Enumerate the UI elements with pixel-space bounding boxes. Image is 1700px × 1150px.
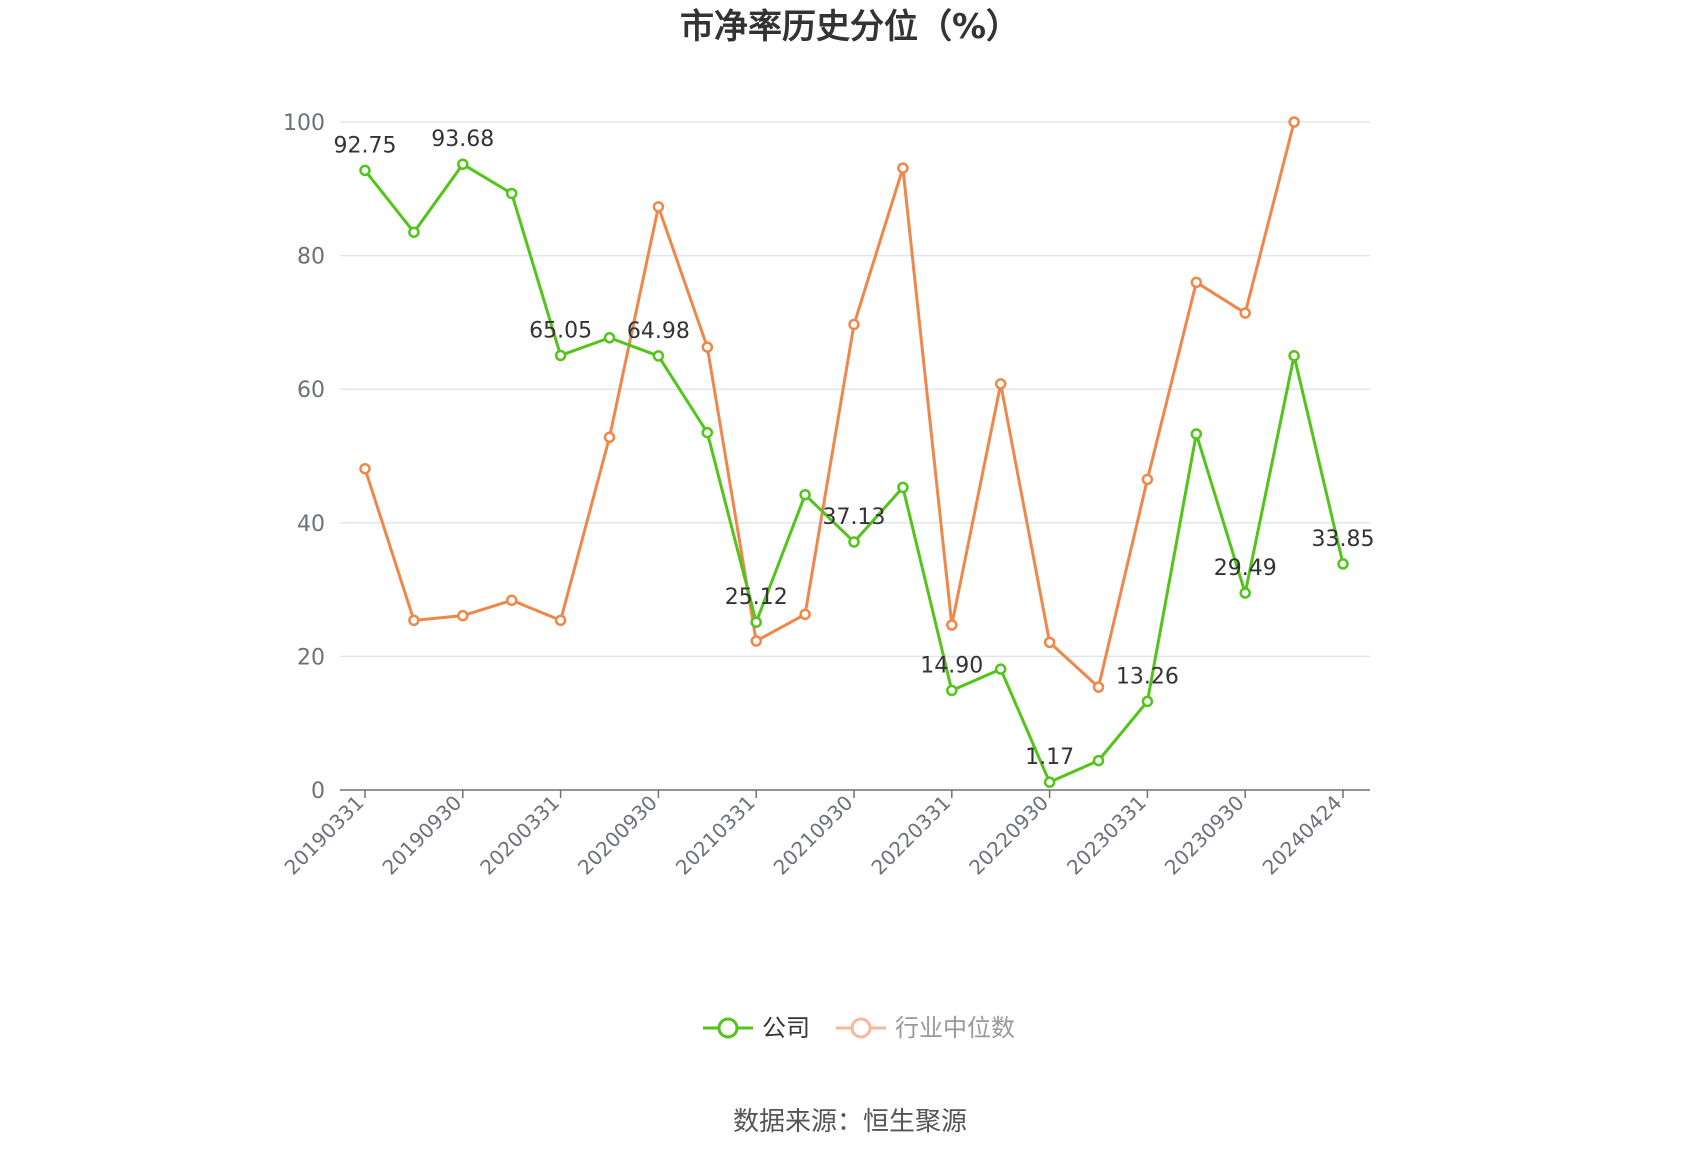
- data-point[interactable]: [1141, 473, 1154, 486]
- data-point[interactable]: [1239, 587, 1251, 599]
- legend[interactable]: 公司 行业中位数: [703, 1014, 1015, 1042]
- data-point[interactable]: [1337, 558, 1349, 570]
- data-point[interactable]: [1043, 636, 1056, 649]
- series-line: [363, 162, 1345, 784]
- data-point[interactable]: [848, 318, 860, 331]
- data-source-note: 数据来源：恒生聚源: [733, 1107, 967, 1137]
- data-point[interactable]: [652, 201, 665, 213]
- data-label: 14.90: [920, 653, 983, 678]
- data-point[interactable]: [603, 431, 616, 444]
- data-point[interactable]: [946, 684, 958, 697]
- data-point[interactable]: [1288, 116, 1300, 128]
- x-tick-label: 20210331: [671, 791, 760, 880]
- data-point[interactable]: [505, 187, 518, 200]
- data-label: 64.98: [627, 319, 690, 344]
- x-tick-label: 20230930: [1160, 791, 1249, 880]
- grid-lines: [340, 121, 1370, 658]
- x-tick-label: 20220331: [866, 791, 955, 880]
- data-label: 93.68: [431, 127, 494, 152]
- y-tick-label: 60: [297, 378, 325, 403]
- legend-item-company[interactable]: 公司: [703, 1014, 810, 1042]
- data-point[interactable]: [1092, 754, 1105, 767]
- data-point[interactable]: [359, 164, 371, 177]
- data-label: 29.49: [1214, 556, 1277, 581]
- data-point[interactable]: [897, 481, 909, 494]
- data-label: 65.05: [529, 318, 592, 343]
- y-tick-label: 20: [297, 645, 325, 670]
- data-point[interactable]: [897, 162, 909, 174]
- data-point[interactable]: [603, 332, 616, 344]
- data-point[interactable]: [652, 350, 665, 362]
- data-point[interactable]: [1239, 307, 1251, 319]
- data-point[interactable]: [750, 635, 762, 647]
- series-line: [363, 121, 1296, 689]
- y-tick-label: 0: [311, 779, 325, 804]
- x-tick-label: 20210930: [769, 791, 858, 880]
- chart-title: 市净率历史分位（%）: [680, 7, 1020, 47]
- data-label: 92.75: [334, 133, 397, 158]
- data-label: 25.12: [725, 585, 788, 610]
- data-label: 33.85: [1312, 527, 1375, 552]
- data-point[interactable]: [799, 608, 811, 621]
- legend-item-industry-median[interactable]: 行业中位数: [836, 1014, 1015, 1042]
- data-point[interactable]: [994, 378, 1007, 390]
- x-tick-label: 20230331: [1062, 791, 1151, 880]
- data-point[interactable]: [1141, 695, 1154, 708]
- data-label: 1.17: [1025, 745, 1074, 770]
- y-tick-label: 40: [297, 512, 325, 537]
- data-point[interactable]: [408, 614, 420, 627]
- data-point[interactable]: [701, 426, 714, 439]
- data-point[interactable]: [799, 488, 811, 501]
- series-company: 92.75 93.68 65.05 64.98 25.12 37.13 14.90 1.17 1…: [334, 127, 1375, 788]
- series-industry-median: [359, 116, 1300, 693]
- data-point[interactable]: [994, 663, 1007, 675]
- data-point[interactable]: [1043, 776, 1056, 788]
- data-point[interactable]: [457, 158, 469, 170]
- data-point[interactable]: [1190, 276, 1203, 289]
- data-point[interactable]: [1092, 681, 1105, 693]
- x-tick-label: 20240424: [1258, 791, 1347, 880]
- y-tick-label: 100: [283, 111, 325, 136]
- data-point[interactable]: [554, 614, 567, 627]
- series-group: 92.75 93.68 65.05 64.98 25.12 37.13 14.90 1.17 1…: [334, 116, 1375, 788]
- data-point[interactable]: [457, 609, 469, 622]
- legend-label: 行业中位数: [895, 1014, 1015, 1042]
- data-point[interactable]: [701, 341, 714, 353]
- y-tick-label: 80: [297, 245, 325, 270]
- data-point[interactable]: [359, 462, 371, 475]
- x-tick-label: 20200331: [475, 791, 564, 880]
- data-point[interactable]: [554, 349, 567, 362]
- legend-label: 公司: [762, 1014, 810, 1042]
- data-label: 37.13: [823, 505, 886, 530]
- x-tick-label: 20200930: [573, 791, 662, 880]
- data-point[interactable]: [1288, 350, 1300, 362]
- data-point[interactable]: [750, 616, 762, 628]
- legend-marker: [717, 1017, 739, 1039]
- data-label: 13.26: [1116, 664, 1179, 689]
- data-point[interactable]: [408, 226, 420, 238]
- data-point[interactable]: [946, 619, 958, 631]
- data-point[interactable]: [1190, 428, 1203, 440]
- data-point[interactable]: [848, 536, 860, 548]
- data-point[interactable]: [505, 594, 518, 607]
- x-tick-label: 20220930: [964, 791, 1053, 880]
- legend-marker: [850, 1017, 872, 1039]
- x-tick-label: 20190930: [377, 791, 466, 880]
